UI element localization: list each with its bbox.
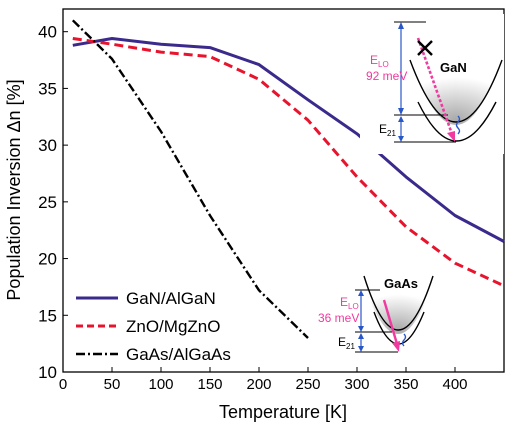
gan-e21-letter: E [379, 122, 387, 136]
y-tick-label: 15 [38, 306, 57, 325]
gaas-e21-arrowhead-up [358, 333, 364, 339]
gaas-upper-band [363, 275, 434, 331]
gaas-elo-arrowhead-up [358, 290, 364, 296]
gan-transition-arrowhead [447, 131, 455, 142]
y-tick-label: 30 [38, 136, 57, 155]
gan-e21-label: E21 [379, 122, 396, 138]
legend: GaN/AlGaN ZnO/MgZnO GaAs/AlGaAs [76, 289, 231, 364]
x-tick-label: 300 [344, 376, 369, 393]
gan-material-label: GaN [440, 60, 467, 75]
x-tick-label: 50 [104, 376, 121, 393]
y-tick-label: 10 [38, 363, 57, 382]
gaas-elo-subscript: LO [348, 302, 359, 311]
gaas-elo-label: ELO [340, 295, 359, 311]
x-tick-label: 250 [295, 376, 320, 393]
gaas-e21-subscript: 21 [346, 342, 355, 351]
y-tick-label: 35 [38, 79, 57, 98]
gaas-well-fill [366, 290, 430, 334]
y-tick-label: 25 [38, 193, 57, 212]
gan-transition-arrow [416, 37, 454, 135]
x-tick-label: 150 [197, 376, 222, 393]
gaas-elo-arrowhead-down [358, 326, 364, 332]
series-layer [71, 19, 505, 339]
gaas-wavy-relaxation [401, 333, 407, 347]
x-tick-label: 0 [59, 376, 67, 393]
y-tick-label: 40 [38, 23, 57, 42]
gan-e21-arrowhead-down [398, 136, 404, 142]
gaas-energy-label: 36 meV [318, 311, 359, 325]
x-tick-label: 200 [246, 376, 271, 393]
gan-e21-subscript: 21 [387, 129, 396, 138]
gan-elo-arrowhead-up [398, 22, 404, 29]
gan-e21-arrowhead-up [398, 116, 404, 122]
gaas-e21-letter: E [338, 335, 346, 349]
plot-area-frame [62, 8, 505, 373]
gan-elo-letter: E [370, 53, 378, 67]
x-axis-label: Temperature [K] [219, 402, 347, 422]
y-axis-label: Population Inversion Δn [%] [4, 79, 24, 300]
gan-upper-band [409, 59, 503, 123]
series-line-1 [72, 37, 505, 288]
legend-label-gan: GaN/AlGaN [126, 289, 216, 308]
x-tick-label: 350 [393, 376, 418, 393]
gaas-material-label: GaAs [384, 276, 418, 291]
gaas-e21-arrowhead-down [358, 346, 364, 352]
axis-ticks: 0 50 100 150 200 250 300 350 400 10 15 20 25 30 35 40 [38, 23, 467, 393]
series-line-2 [71, 19, 309, 339]
gan-elo-arrowhead-down [398, 108, 404, 115]
x-tick-label: 100 [148, 376, 173, 393]
gan-inset: GaN ELO 92 meV E21 [360, 14, 504, 154]
y-tick-label: 20 [38, 250, 57, 269]
gaas-transition-arrowhead [392, 341, 400, 352]
gan-lower-band [417, 101, 497, 142]
gan-elo-label: ELO [370, 53, 389, 69]
legend-label-gaas: GaAs/AlGaAs [126, 345, 231, 364]
legend-label-zno: ZnO/MgZnO [126, 317, 220, 336]
gaas-transition-arrow [382, 299, 399, 345]
gaas-e21-label: E21 [338, 335, 355, 351]
gan-elo-subscript: LO [378, 60, 389, 69]
gan-energy-label: 92 meV [366, 69, 407, 83]
gan-wavy-relaxation [455, 115, 461, 135]
series-line-0 [72, 37, 505, 243]
x-tick-label: 400 [442, 376, 467, 393]
gaas-inset: GaAs ELO 36 meV E21 [318, 275, 434, 353]
gaas-elo-letter: E [340, 295, 348, 309]
gan-cross-stroke-b [417, 40, 433, 56]
